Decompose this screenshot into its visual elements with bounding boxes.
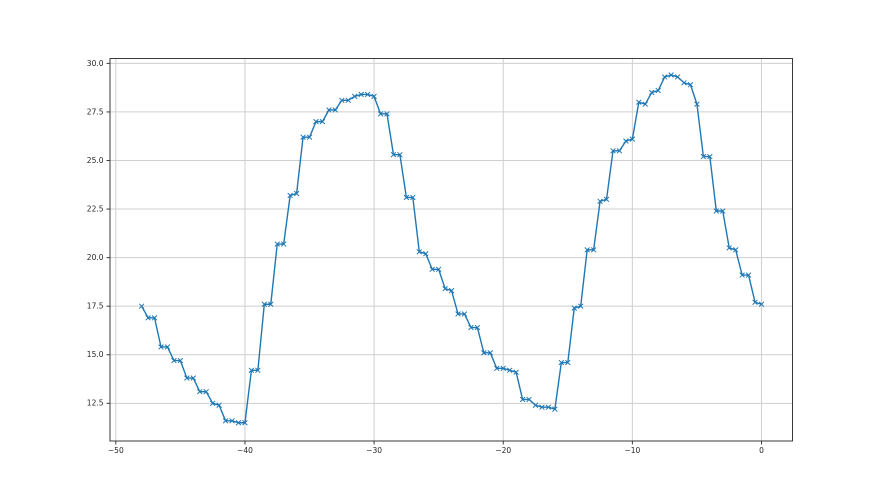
data-markers — [139, 72, 765, 426]
x-tick-label: −50 — [108, 446, 124, 455]
y-tick-label: 25.0 — [87, 156, 104, 165]
y-tick-label: 20.0 — [87, 253, 104, 262]
axes-spines — [109, 58, 793, 442]
x-tick-label: −20 — [495, 446, 511, 455]
y-tick-label: 12.5 — [87, 399, 104, 408]
y-tick-label: 22.5 — [87, 204, 104, 213]
x-tick-label: −40 — [237, 446, 253, 455]
x-tick-label: −10 — [624, 446, 640, 455]
y-tick-label: 30.0 — [87, 59, 104, 68]
data-line — [141, 74, 762, 424]
y-tick-label: 17.5 — [87, 302, 104, 311]
y-tick-label: 27.5 — [87, 107, 104, 116]
x-tick-label: 0 — [759, 446, 764, 455]
x-tick-label: −30 — [366, 446, 382, 455]
y-tick-label: 15.0 — [87, 350, 104, 359]
